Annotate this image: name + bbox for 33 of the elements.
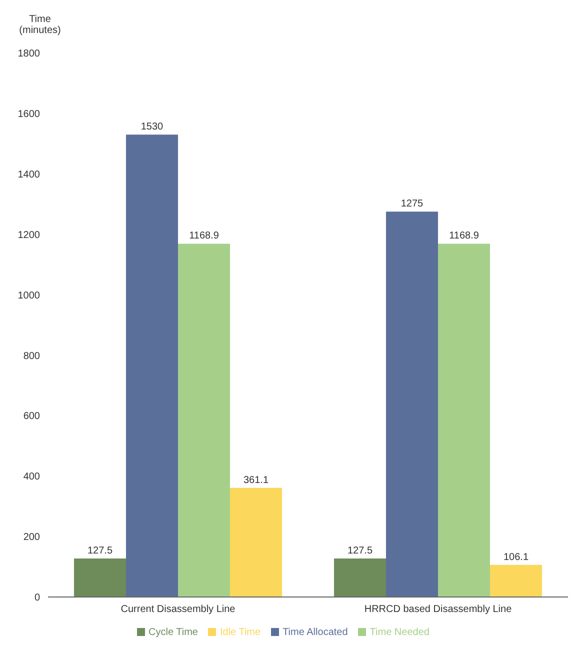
y-tick-label: 800 <box>23 350 40 362</box>
y-tick-label: 400 <box>23 472 40 483</box>
bar <box>126 134 178 597</box>
data-label: 361.1 <box>243 474 269 486</box>
data-label: 1168.9 <box>449 230 480 242</box>
y-tick-label: 600 <box>23 411 40 422</box>
data-label: 106.1 <box>503 552 529 563</box>
y-axis-title: Time (minutes) <box>18 14 62 36</box>
bar <box>438 244 490 597</box>
x-tick-label: Current Disassembly Line <box>120 604 236 616</box>
legend-label: Time Needed <box>370 627 430 638</box>
y-tick-label: 1000 <box>18 290 40 302</box>
legend-label: Cycle Time <box>148 627 198 638</box>
y-tick-label: 1600 <box>18 108 40 120</box>
bar <box>178 244 230 597</box>
y-tick-label: 200 <box>23 532 40 544</box>
data-label: 1275 <box>400 198 424 210</box>
bar <box>230 488 282 597</box>
data-label: 1168.9 <box>189 230 220 242</box>
legend-label: Idle Time <box>220 627 261 638</box>
data-label: 127.5 <box>347 545 373 556</box>
data-label: 127.5 <box>87 545 113 556</box>
bar <box>74 558 126 597</box>
x-tick-label: HRRCD based Disassembly Line <box>364 604 512 616</box>
bar <box>386 212 438 597</box>
y-tick-label: 0 <box>34 592 40 604</box>
y-tick-label: 1400 <box>18 169 40 180</box>
y-tick-label: 1800 <box>18 48 40 60</box>
bar <box>334 558 386 597</box>
data-label: 1530 <box>140 122 164 133</box>
bar <box>490 564 542 597</box>
y-tick-label: 1200 <box>18 230 40 241</box>
legend-label: Time Allocated <box>282 627 348 638</box>
